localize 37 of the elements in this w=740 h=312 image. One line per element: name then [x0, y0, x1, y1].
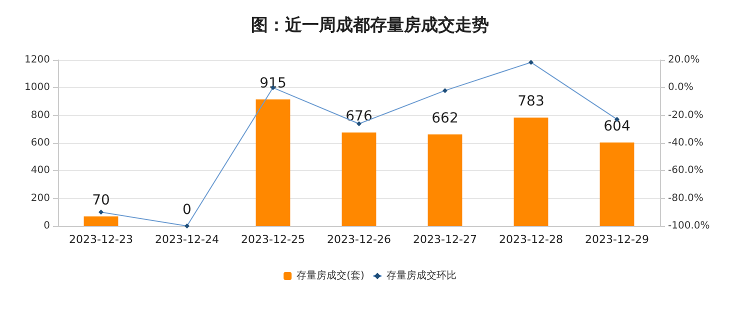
- bar: [256, 99, 290, 226]
- x-tick-label: 2023-12-29: [585, 233, 649, 246]
- bar: [84, 216, 118, 226]
- bar: [428, 134, 462, 226]
- y-tick-label: 1200: [24, 54, 50, 66]
- data-label: 783: [518, 94, 544, 110]
- y2-tick-label: 20.0%: [668, 54, 700, 66]
- y2-tick-label: -100.0%: [668, 220, 710, 232]
- y2-tick-label: 0.0%: [668, 82, 694, 94]
- data-label: 0: [182, 202, 192, 218]
- y-tick-label: 200: [30, 192, 50, 204]
- x-tick-label: 2023-12-26: [327, 233, 391, 246]
- bar: [342, 132, 376, 226]
- x-tick-label: 2023-12-25: [241, 233, 305, 246]
- data-label: 676: [346, 108, 372, 124]
- y-tick-label: 400: [30, 165, 50, 176]
- data-label: 70: [92, 192, 110, 208]
- y2-tick-label: -80.0%: [668, 192, 704, 204]
- y2-tick-label: -20.0%: [668, 110, 704, 121]
- data-label: 604: [604, 118, 630, 134]
- y-tick-label: 0: [44, 220, 50, 232]
- x-tick-label: 2023-12-27: [413, 233, 477, 246]
- x-tick-label: 2023-12-23: [69, 233, 133, 246]
- y-tick-label: 800: [30, 110, 50, 121]
- y-tick-label: 600: [30, 138, 50, 148]
- x-tick-label: 2023-12-24: [155, 233, 219, 246]
- y2-tick-label: -60.0%: [668, 165, 704, 176]
- data-label: 915: [260, 75, 286, 92]
- bar: [514, 118, 548, 226]
- chart-title: 图：近一周成都存量房成交走势: [251, 16, 489, 36]
- y2-tick-label: -40.0%: [668, 138, 704, 148]
- bar: [600, 142, 634, 226]
- legend-label: 存量房成交环比: [386, 270, 456, 282]
- x-tick-label: 2023-12-28: [499, 233, 563, 246]
- data-label: 662: [432, 110, 458, 126]
- y-tick-label: 1000: [24, 82, 50, 94]
- legend-label: 存量房成交(套): [296, 270, 364, 282]
